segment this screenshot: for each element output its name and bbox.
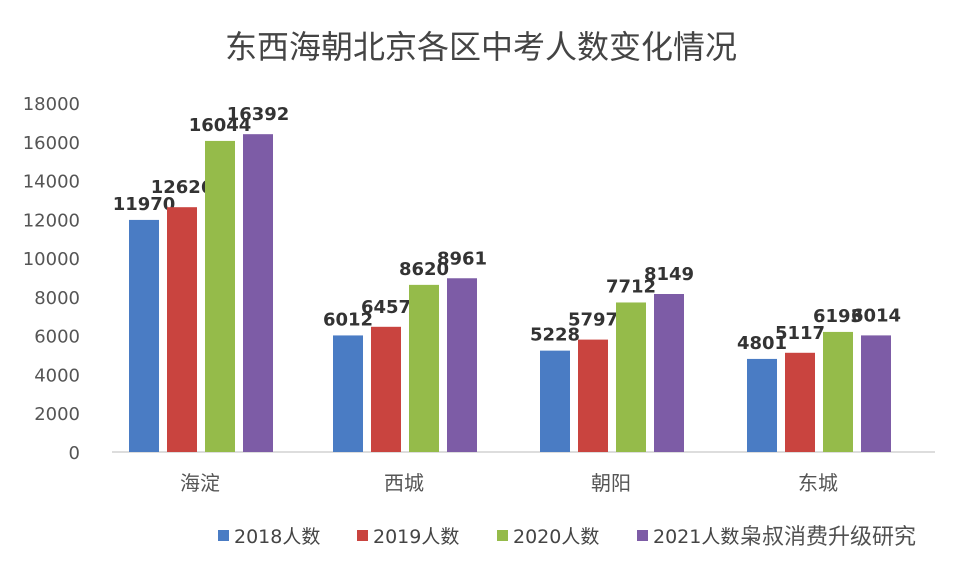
y-tick-label: 18000 [23, 94, 80, 115]
legend-label: 2021人数 [653, 526, 739, 548]
bar [243, 134, 273, 452]
data-label: 6193 [813, 306, 863, 327]
y-tick-label: 6000 [34, 327, 80, 348]
data-label: 8620 [399, 259, 449, 280]
legend: 2018人数 2019人数 2020人数 2021人数 [218, 526, 739, 548]
data-label: 8961 [437, 248, 487, 269]
data-label: 5228 [530, 325, 580, 346]
bar [747, 358, 777, 452]
chart-title: 东西海朝北京各区中考人数变化情况 [225, 28, 737, 66]
y-tick-label: 8000 [34, 288, 80, 309]
y-tick-label: 14000 [23, 172, 80, 193]
data-label: 8149 [644, 264, 694, 285]
x-tick-label: 西城 [384, 471, 424, 495]
bar [616, 302, 646, 452]
data-label: 5117 [775, 323, 825, 344]
bar [823, 331, 853, 452]
data-label: 16392 [227, 104, 290, 125]
data-label: 4801 [737, 333, 787, 354]
legend-label: 2019人数 [373, 526, 459, 548]
data-label: 11970 [113, 194, 176, 215]
data-label: 6014 [851, 305, 901, 326]
bar [578, 339, 608, 452]
y-tick-label: 0 [69, 443, 80, 464]
bar [540, 350, 570, 452]
data-label: 5797 [568, 310, 618, 331]
bar [371, 326, 401, 452]
legend-swatch [218, 530, 229, 541]
bar [129, 219, 159, 452]
y-tick-label: 16000 [23, 133, 80, 154]
y-axis: 0 2000 4000 6000 8000 10000 12000 14000 16000 180… [23, 94, 80, 464]
y-tick-label: 4000 [34, 365, 80, 386]
bar [785, 352, 815, 452]
data-label: 16044 [189, 115, 252, 136]
bar [409, 284, 439, 452]
bar [333, 335, 363, 452]
data-label: 12626 [151, 177, 214, 198]
legend-swatch [357, 530, 368, 541]
y-tick-label: 10000 [23, 249, 80, 270]
legend-label: 2018人数 [234, 526, 320, 548]
legend-label: 2020人数 [513, 526, 599, 548]
bar [447, 278, 477, 452]
legend-swatch [497, 530, 508, 541]
y-tick-label: 12000 [23, 210, 80, 231]
bar [861, 335, 891, 452]
x-tick-label: 东城 [798, 471, 838, 495]
x-axis: 海淀 西城 朝阳 东城 [180, 471, 838, 495]
watermark: 枭叔消费升级研究 [740, 525, 916, 550]
x-tick-label: 海淀 [180, 471, 220, 495]
bar [205, 140, 235, 452]
data-label: 6012 [323, 309, 373, 330]
bar [167, 207, 197, 452]
x-tick-label: 朝阳 [591, 471, 631, 495]
data-label: 7712 [606, 276, 656, 297]
data-label: 6457 [361, 297, 411, 318]
y-tick-label: 2000 [34, 404, 80, 425]
bar [654, 293, 684, 452]
legend-swatch [637, 530, 648, 541]
